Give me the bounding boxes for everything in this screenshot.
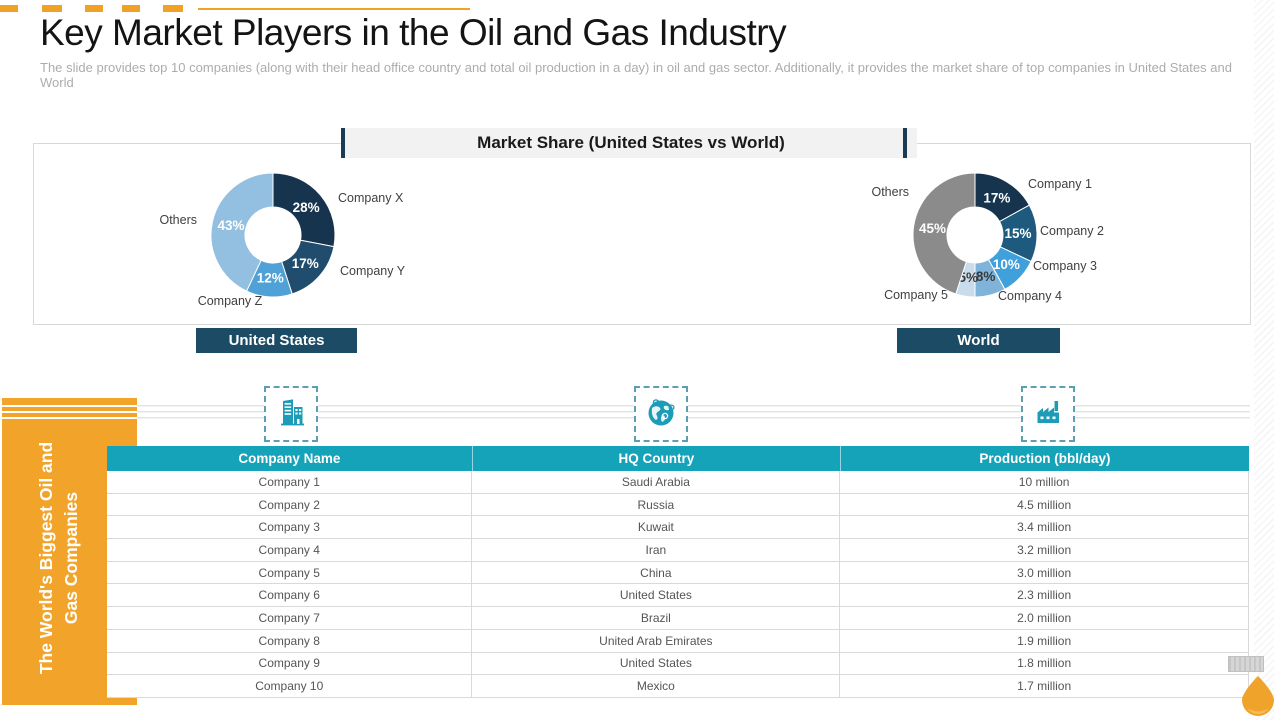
slice-name-label: Company 4 [998,289,1062,303]
top-dash-decoration [163,5,183,12]
slice-name-label: Company 5 [884,288,948,302]
slice-value-label: 5% [959,270,979,285]
table-cell: 10 million [840,471,1249,493]
slice-name-label: Others [871,185,909,199]
slice-name-label: Company 2 [1040,224,1104,238]
table-cell: 1.8 million [840,652,1249,675]
market-share-header: Market Share (United States vs World) [345,128,917,158]
table-cell: Kuwait [472,516,841,539]
table-cell: Company 3 [107,516,473,539]
top-line-decoration [198,8,470,10]
table-row: Company 5 China 3.0 million [107,561,1249,585]
world-donut-chart: 17%Company 115% Company 210% Company 38%Co… [871,172,1104,303]
table-row: Company 4 Iran 3.2 million [107,539,1249,562]
table-cell: Company 6 [107,584,473,607]
table-cell: 4.5 million [840,493,1249,516]
table-cell: Company 4 [107,539,473,561]
slice-value-label: 43% [218,218,245,233]
table-cell: Mexico [472,675,841,697]
scrollbar-thumb[interactable] [1228,656,1264,672]
slice-name-label: Company 3 [1033,259,1097,273]
slice-value-label: 15% [1004,226,1031,241]
donut-slice [912,172,976,295]
table-cell: Company 2 [107,493,473,516]
slice-value-label: 28% [293,200,320,215]
table-row: Company 6 United States 2.3 million [107,584,1249,608]
table-cell: United States [472,652,841,675]
table-row: Company 3 Kuwait 3.4 million [107,516,1249,540]
world-banner: World [897,328,1060,353]
table-cell: 2.3 million [840,584,1249,607]
table-cell: 2.0 million [840,607,1249,629]
table-cell: 3.2 million [840,539,1249,561]
slice-name-label: Company Y [340,264,406,278]
globe-icon [644,395,678,434]
ruled-stripes [137,405,1250,422]
table-cell: Company 10 [107,675,473,697]
table-row: Company 9 United States 1.8 million [107,652,1249,676]
top-dash-decoration [85,5,103,12]
page-title: Key Market Players in the Oil and Gas In… [40,12,787,53]
table-cell: 1.7 million [840,675,1249,697]
table-cell: Company 1 [107,471,473,493]
table-cell: Company 9 [107,652,473,675]
header-accent-bar-left [341,128,345,158]
slice-name-label: Company 1 [1028,177,1092,191]
top-dash-decoration [122,5,140,12]
building-icon [274,395,308,434]
table-row: Company 7 Brazil 2.0 million [107,607,1249,630]
table-cell: Company 8 [107,629,473,652]
united-states-banner: United States [196,328,357,353]
table-cell: Saudi Arabia [472,471,841,493]
table-cell: 1.9 million [840,629,1249,652]
page-subtitle: The slide provides top 10 companies (alo… [40,60,1232,91]
slice-value-label: 17% [983,190,1010,205]
header-accent-bar-right [903,128,907,158]
table-body: Company 1 Saudi Arabia 10 million Company 2… [107,471,1249,698]
top-dash-decoration [42,5,62,12]
column-header: HQ Country [473,446,841,471]
table-cell: Russia [472,493,841,516]
table-cell: Company 7 [107,607,473,629]
table-header-row: Company Name HQ Country Production (bbl/da… [107,446,1249,471]
us-donut-chart: 28% Company X 17% Company Y 12% Company Z 43% O… [159,172,406,308]
slice-value-label: 45% [919,221,946,236]
donut-slice [210,172,274,292]
companies-table: Company Name HQ Country Production (bbl/da… [107,446,1249,698]
donut-slice [272,172,336,248]
table-cell: 3.0 million [840,561,1249,584]
column-header: Company Name [107,446,473,471]
table-cell: United States [472,584,841,607]
hatch-strip [1254,0,1274,720]
table-cell: 3.4 million [840,516,1249,539]
production-icon-box [1021,386,1075,442]
sidebar-vertical-label: The World's Biggest Oil and Gas Companie… [36,441,81,675]
table-cell: Brazil [472,607,841,629]
top-dash-decoration [0,5,18,12]
table-row: Company 10 Mexico 1.7 million [107,675,1249,698]
table-row: Company 8 United Arab Emirates 1.9 million [107,629,1249,653]
table-cell: United Arab Emirates [472,629,841,652]
slice-name-label: Company Z [198,294,263,308]
company-icon-box [264,386,318,442]
column-header: Production (bbl/day) [979,451,1111,466]
table-cell: Company 5 [107,561,473,584]
oil-drop-icon [1239,674,1277,720]
hq-icon-box [634,386,688,442]
slice-value-label: 12% [257,270,284,285]
factory-icon [1031,395,1065,434]
table-cell: Iran [472,539,841,561]
slice-value-label: 8% [976,269,996,284]
table-cell: China [472,561,841,584]
slice-value-label: 17% [292,256,319,271]
slice-name-label: Others [159,213,197,227]
slice-name-label: Company X [338,191,404,205]
sidebar-stripes [2,405,137,422]
slice-value-label: 10% [993,257,1020,272]
table-row: Company 2 Russia 4.5 million [107,493,1249,517]
table-row: Company 1 Saudi Arabia 10 million [107,471,1249,494]
